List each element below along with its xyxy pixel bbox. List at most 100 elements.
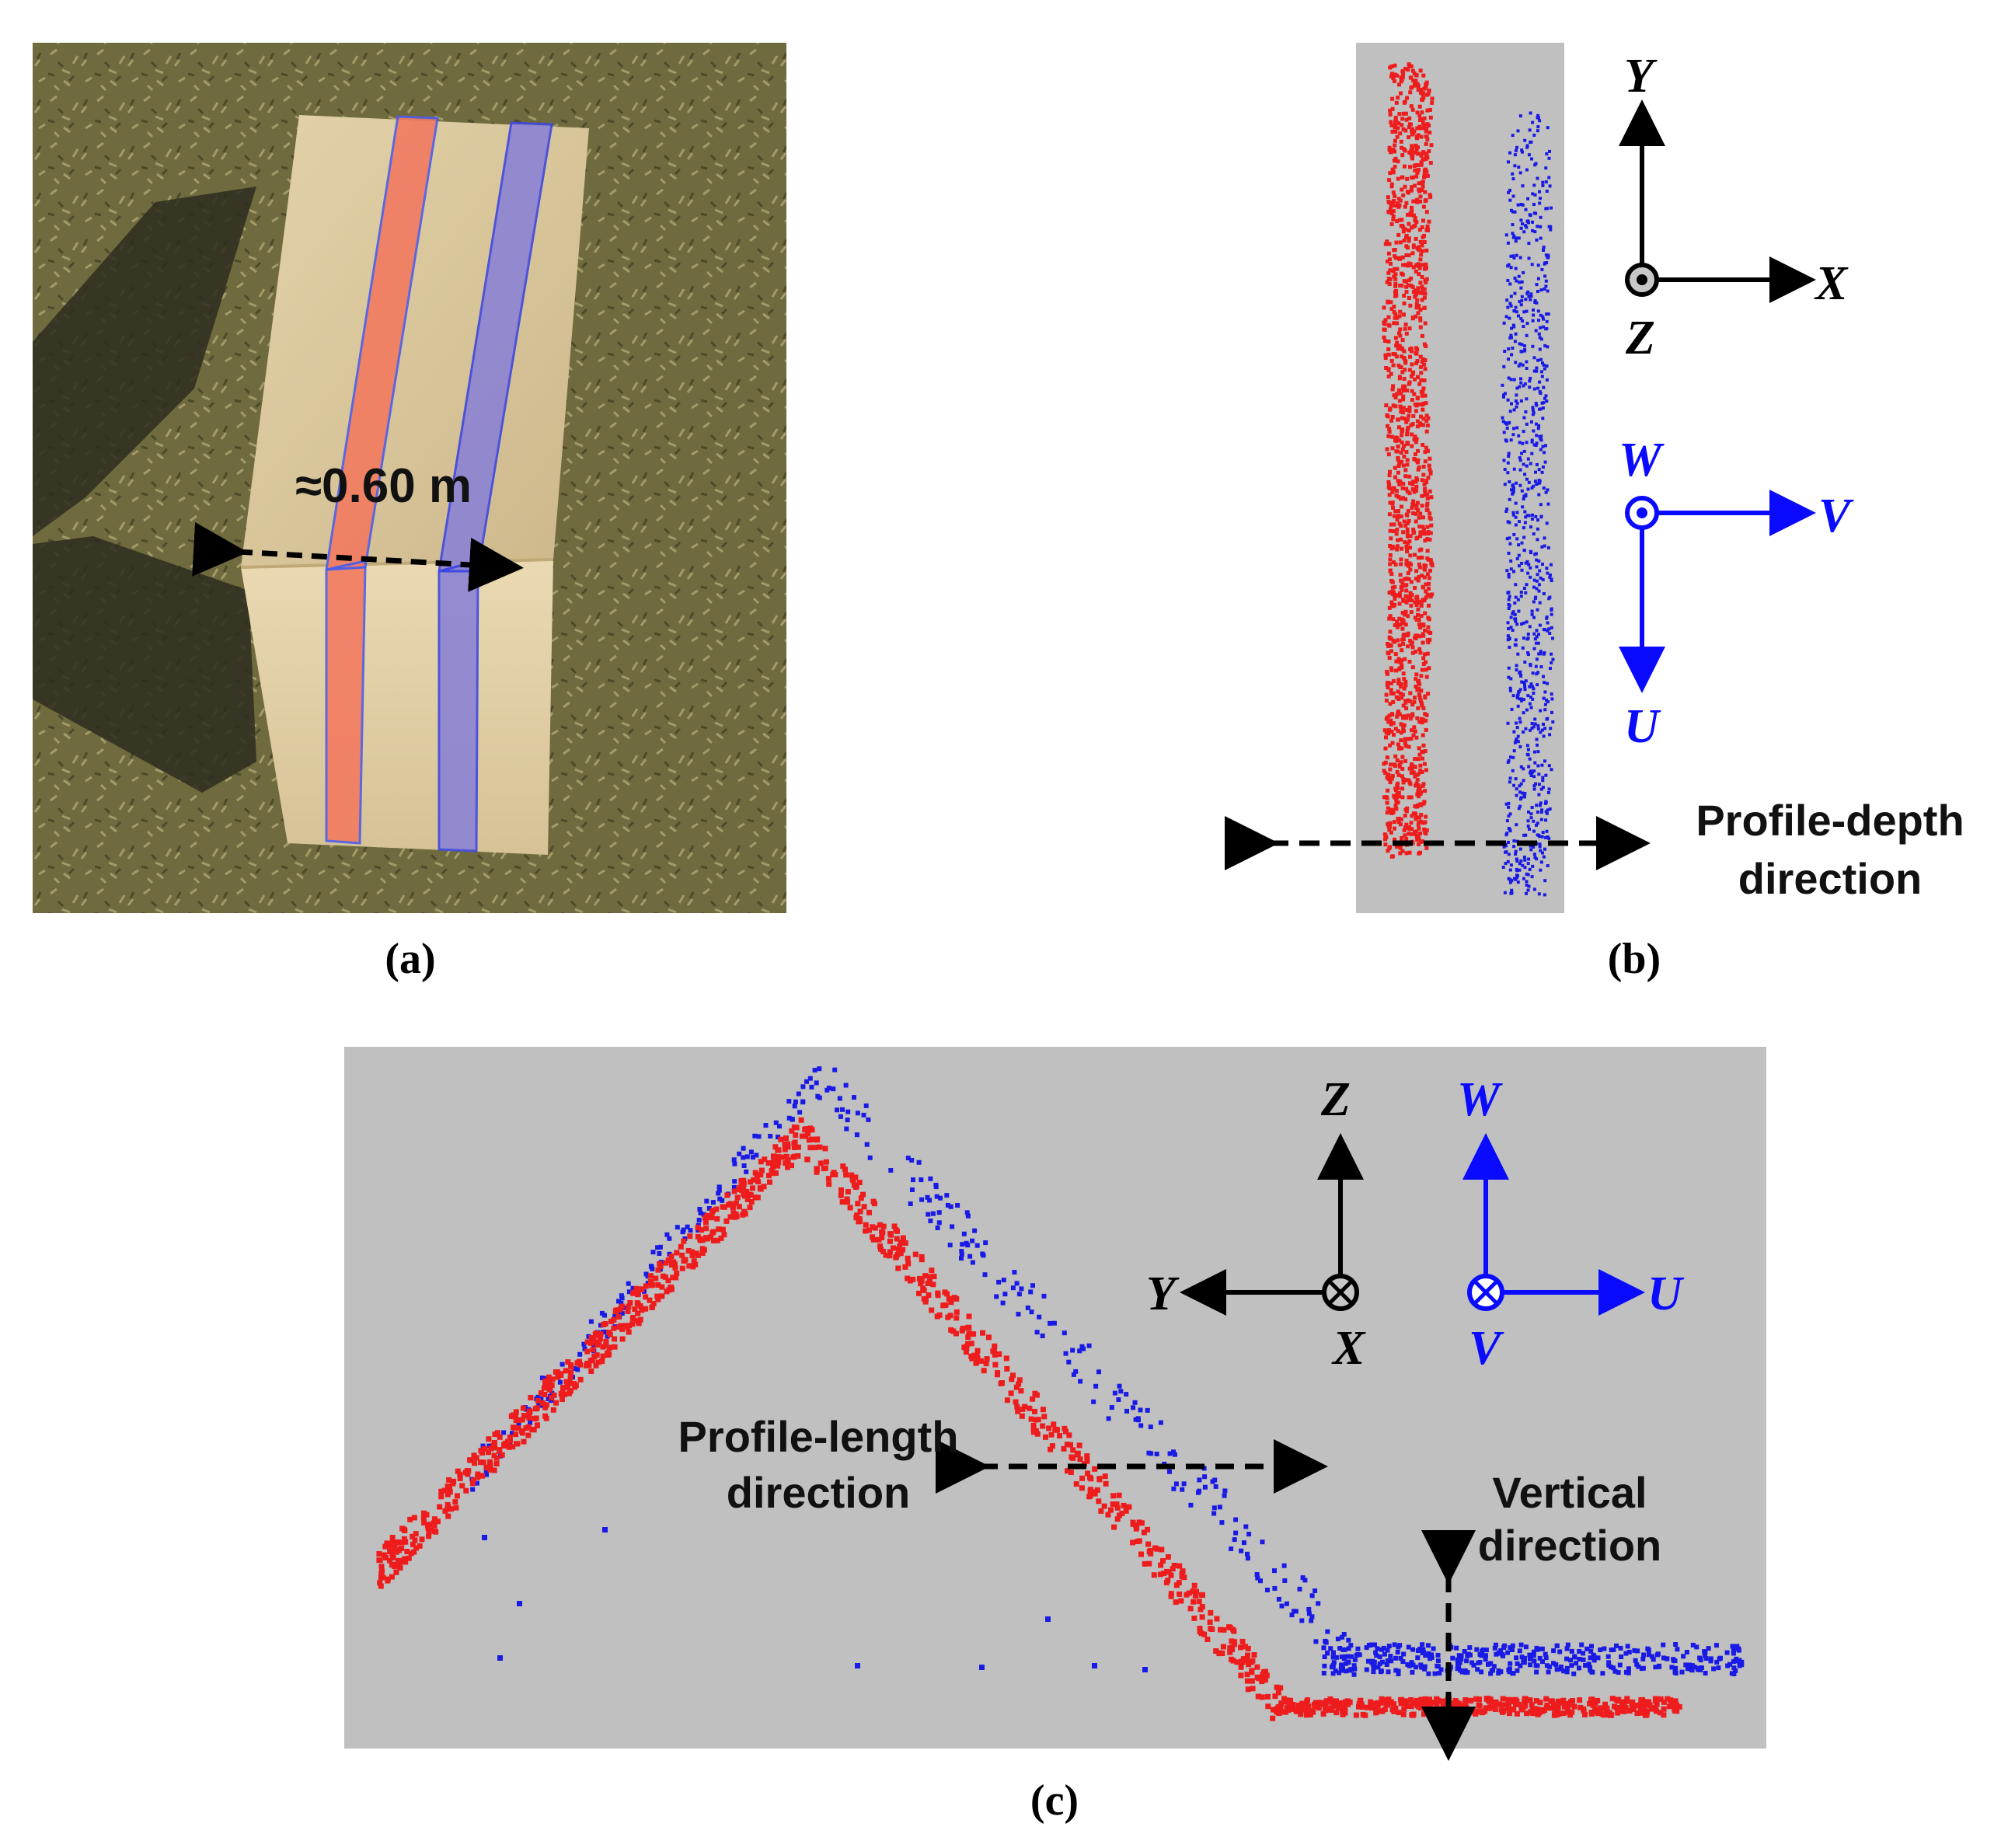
- red-point: [1397, 765, 1402, 769]
- blue-point: [1532, 484, 1536, 488]
- red-point: [1385, 796, 1389, 800]
- red-point: [1505, 1705, 1511, 1711]
- red-point: [1389, 123, 1394, 127]
- blue-point: [1389, 1658, 1394, 1664]
- red-point: [1407, 125, 1411, 130]
- blue-point: [756, 1134, 762, 1139]
- red-point: [1386, 347, 1391, 351]
- red-point: [1409, 349, 1414, 354]
- red-point: [1479, 1710, 1485, 1716]
- blue-point: [1415, 1648, 1421, 1653]
- red-point: [1652, 1704, 1658, 1710]
- red-point: [1239, 1658, 1245, 1665]
- red-point: [1587, 1700, 1593, 1707]
- blue-point: [1091, 1399, 1096, 1404]
- red-point: [1405, 1703, 1411, 1709]
- blue-point: [1508, 188, 1511, 192]
- blue-point: [1519, 765, 1523, 769]
- red-point: [905, 1255, 911, 1261]
- blue-point: [1543, 274, 1547, 278]
- blue-point: [1526, 651, 1530, 654]
- blue-point: [737, 1151, 742, 1156]
- blue-point: [1511, 513, 1515, 517]
- red-point: [1429, 1710, 1435, 1716]
- blue-point: [1507, 263, 1511, 267]
- blue-point: [955, 1203, 960, 1208]
- red-point: [992, 1343, 998, 1349]
- red-point: [1397, 376, 1402, 381]
- blue-point: [1374, 1653, 1379, 1658]
- blue-point: [1523, 349, 1527, 353]
- red-point: [1414, 781, 1419, 786]
- blue-point: [1508, 776, 1512, 780]
- blue-point: [1365, 1658, 1371, 1664]
- red-point: [1114, 1501, 1120, 1507]
- red-point: [1405, 826, 1410, 831]
- blue-point: [1525, 441, 1529, 445]
- red-point: [1386, 200, 1391, 204]
- red-point: [1409, 1700, 1415, 1707]
- red-point: [1487, 1704, 1494, 1710]
- red-point: [1424, 713, 1429, 717]
- red-point: [1397, 314, 1402, 319]
- red-point: [1398, 851, 1403, 856]
- red-point: [803, 1133, 809, 1139]
- blue-point: [1539, 197, 1542, 200]
- blue-point: [1543, 396, 1546, 400]
- blue-point: [1211, 1511, 1217, 1516]
- blue-point: [1532, 787, 1536, 791]
- blue-point: [1515, 145, 1518, 149]
- blue-point: [1340, 1664, 1345, 1669]
- blue-point: [888, 1168, 894, 1173]
- red-point: [1414, 437, 1419, 441]
- blue-point: [549, 1398, 553, 1403]
- red-point: [1409, 737, 1414, 741]
- red-point: [1403, 326, 1407, 331]
- red-point: [1389, 204, 1393, 208]
- width-label: ≈0.60 m: [295, 459, 472, 513]
- blue-point: [1508, 878, 1512, 881]
- red-point: [814, 1137, 820, 1143]
- red-point: [1421, 782, 1426, 786]
- blue-point: [1410, 1669, 1415, 1675]
- red-point: [1261, 1669, 1267, 1675]
- blue-point: [1541, 417, 1545, 420]
- blue-point: [572, 1366, 577, 1371]
- red-point: [1105, 1512, 1111, 1518]
- blue-point: [1525, 168, 1529, 172]
- red-point: [1408, 303, 1413, 308]
- blue-point: [599, 1310, 605, 1316]
- blue-point: [1289, 1613, 1295, 1618]
- red-point: [1396, 458, 1400, 462]
- red-point: [1411, 78, 1416, 83]
- red-point: [1404, 486, 1409, 491]
- blue-point: [1507, 666, 1511, 670]
- blue-point: [1392, 1642, 1397, 1648]
- red-point: [1403, 807, 1408, 812]
- blue-point: [1454, 1645, 1459, 1651]
- red-point: [1161, 1571, 1167, 1577]
- blue-point: [1544, 444, 1547, 448]
- blue-point: [970, 1260, 975, 1265]
- blue-point: [1533, 230, 1537, 234]
- blue-point: [1536, 724, 1540, 727]
- blue-point: [1513, 210, 1517, 214]
- red-point: [710, 1229, 716, 1235]
- red-point: [1397, 1697, 1403, 1703]
- red-point: [1418, 199, 1423, 204]
- blue-point: [1525, 464, 1529, 468]
- red-point: [1417, 382, 1422, 386]
- blue-point: [1477, 1660, 1483, 1665]
- red-point: [1407, 405, 1412, 410]
- red-point: [1389, 522, 1393, 527]
- red-point: [1403, 737, 1407, 741]
- red-point: [1399, 139, 1403, 144]
- blue-point: [994, 1294, 999, 1299]
- red-point: [1403, 227, 1407, 232]
- blue-point: [1543, 759, 1546, 763]
- blue-point: [484, 1472, 490, 1477]
- red-point: [1329, 1707, 1335, 1714]
- red-point: [1410, 650, 1415, 655]
- blue-point: [1541, 465, 1545, 469]
- red-point: [1402, 147, 1407, 152]
